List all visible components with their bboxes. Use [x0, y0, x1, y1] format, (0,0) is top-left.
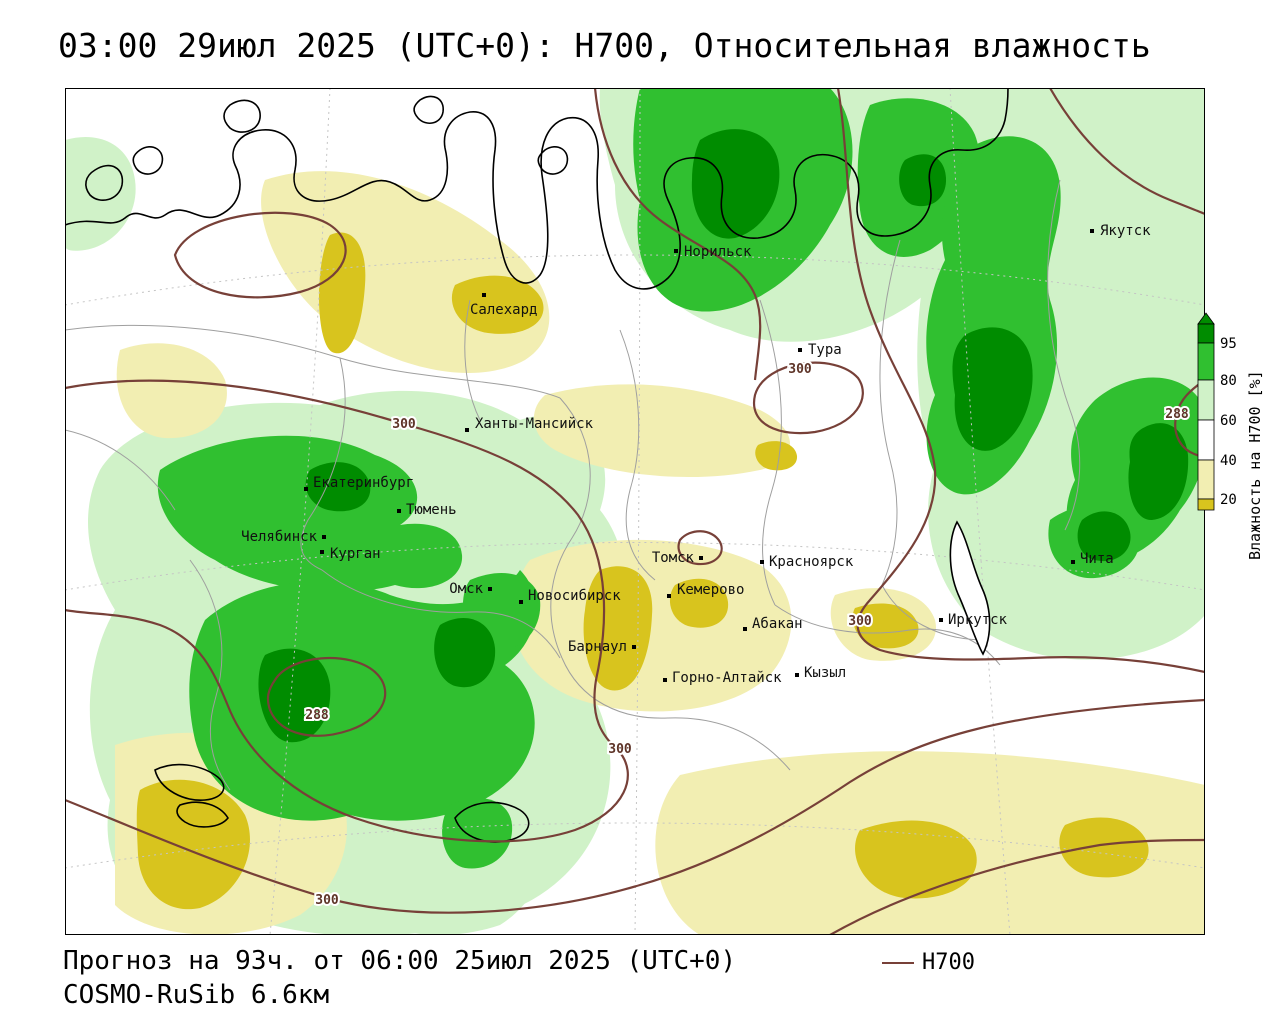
lake-baikal	[949, 520, 991, 656]
city-dot	[322, 535, 326, 539]
city-marker: Барнаул	[568, 639, 636, 655]
colorbar-segment	[1197, 459, 1215, 500]
colorbar-tick-label: 40	[1220, 453, 1237, 469]
colorbar-tick-label: 80	[1220, 373, 1237, 389]
city-marker: Кемерово	[667, 582, 744, 598]
city-dot	[939, 618, 943, 622]
city-dot	[663, 678, 667, 682]
city-label: Тура	[808, 342, 842, 358]
city-marker: Абакан	[743, 616, 803, 632]
city-dot	[1071, 560, 1075, 564]
colorbar-tip	[1197, 312, 1215, 325]
forecast-map: Норильск Якутск Салехард Тура Ханты-Мансийск…	[65, 88, 1205, 935]
colorbar-tick-label: 95	[1220, 336, 1237, 352]
city-label: Красноярск	[769, 554, 854, 570]
city-label: Новосибирск	[528, 588, 621, 604]
city-dot	[743, 627, 747, 631]
city-marker: Тура	[798, 342, 842, 358]
city-dot	[760, 560, 764, 564]
city-label: Томск	[652, 550, 695, 566]
city-label: Ханты-Мансийск	[475, 416, 594, 432]
city-dot	[482, 293, 486, 297]
city-dot	[304, 487, 308, 491]
admin-boundaries	[65, 179, 1081, 791]
model-info: COSMO-RuSib 6.6км	[63, 980, 330, 1010]
contour-value-label: 288	[305, 708, 329, 723]
city-label: Кемерово	[677, 582, 744, 598]
coastline	[65, 88, 1009, 843]
colorbar-tick-label: 20	[1220, 492, 1237, 508]
city-dot	[798, 348, 802, 352]
contour-value-label: 300	[848, 614, 872, 629]
h700-line-sample-icon	[882, 961, 914, 964]
city-dot	[397, 509, 401, 513]
page-title: 03:00 29июл 2025 (UTC+0): H700, Относите…	[58, 26, 1151, 65]
humidity-colorbar: 95 80 60 40 20	[1197, 312, 1237, 511]
city-dot	[699, 556, 703, 560]
graticule	[65, 88, 1205, 935]
city-label: Барнаул	[568, 639, 627, 655]
colorbar-tick-label: 60	[1220, 413, 1237, 429]
city-dot	[519, 600, 523, 604]
city-marker: Красноярск	[760, 554, 854, 570]
city-label: Омск	[449, 581, 483, 597]
contour-value-label: 300	[788, 362, 812, 377]
city-dot	[632, 645, 636, 649]
city-label: Горно-Алтайск	[672, 670, 782, 686]
colorbar-segment	[1197, 419, 1215, 461]
city-label: Абакан	[752, 616, 803, 632]
contour-legend: H700	[882, 950, 975, 975]
city-dot	[795, 673, 799, 677]
city-label: Курган	[330, 546, 381, 562]
city-dot	[488, 587, 492, 591]
city-marker: Кызыл	[795, 665, 846, 681]
city-label: Челябинск	[241, 529, 317, 545]
colorbar-segment	[1197, 323, 1215, 344]
h700-legend-label: H700	[922, 950, 975, 975]
humidity-fill-layer-below-20	[136, 232, 1149, 910]
city-label: Иркутск	[948, 612, 1008, 628]
humidity-fill-layer-above-95	[258, 129, 1189, 743]
h700-contours	[65, 88, 1205, 935]
city-marker: Екатеринбург	[304, 475, 414, 491]
city-marker: Курган	[320, 546, 381, 562]
city-marker: Салехард	[470, 293, 537, 318]
map-frame	[65, 88, 1205, 935]
city-marker: Тюмень	[397, 502, 457, 518]
city-marker: Новосибирск	[519, 588, 621, 604]
city-marker: Иркутск	[939, 612, 1008, 628]
contour-value-label: 288	[1165, 407, 1189, 422]
contour-value-label: 300	[392, 417, 416, 432]
city-label: Екатеринбург	[313, 475, 414, 491]
city-dot	[320, 550, 324, 554]
city-marker: Якутск	[1090, 223, 1151, 239]
city-marker: Горно-Алтайск	[663, 670, 782, 686]
forecast-info: Прогноз на 93ч. от 06:00 25июл 2025 (UTC…	[63, 946, 737, 976]
city-marker: Челябинск	[241, 529, 326, 545]
city-label: Кызыл	[804, 665, 846, 681]
city-marker: Ханты-Мансийск	[465, 416, 594, 432]
colorbar-segment	[1197, 379, 1215, 421]
city-marker: Омск	[449, 581, 492, 597]
city-label: Тюмень	[406, 502, 457, 518]
city-marker: Томск	[652, 550, 703, 566]
colorbar-axis-label: Влажность на H700 [%]	[1246, 370, 1264, 560]
city-label: Норильск	[684, 244, 752, 260]
city-marker: Чита	[1071, 551, 1114, 567]
contour-value-label: 300	[315, 893, 339, 908]
city-label: Салехард	[470, 302, 537, 318]
city-dot	[667, 594, 671, 598]
city-dot	[674, 249, 678, 253]
city-dot	[1090, 229, 1094, 233]
city-label: Чита	[1080, 551, 1114, 567]
colorbar-segment	[1197, 498, 1215, 511]
city-dot	[465, 428, 469, 432]
city-label: Якутск	[1100, 223, 1151, 239]
city-marker: Норильск	[674, 244, 752, 260]
colorbar-segment	[1197, 342, 1215, 381]
contour-value-label: 300	[608, 742, 632, 757]
map-labels-overlay: Норильск Якутск Салехард Тура Ханты-Мансийск…	[241, 223, 1191, 910]
